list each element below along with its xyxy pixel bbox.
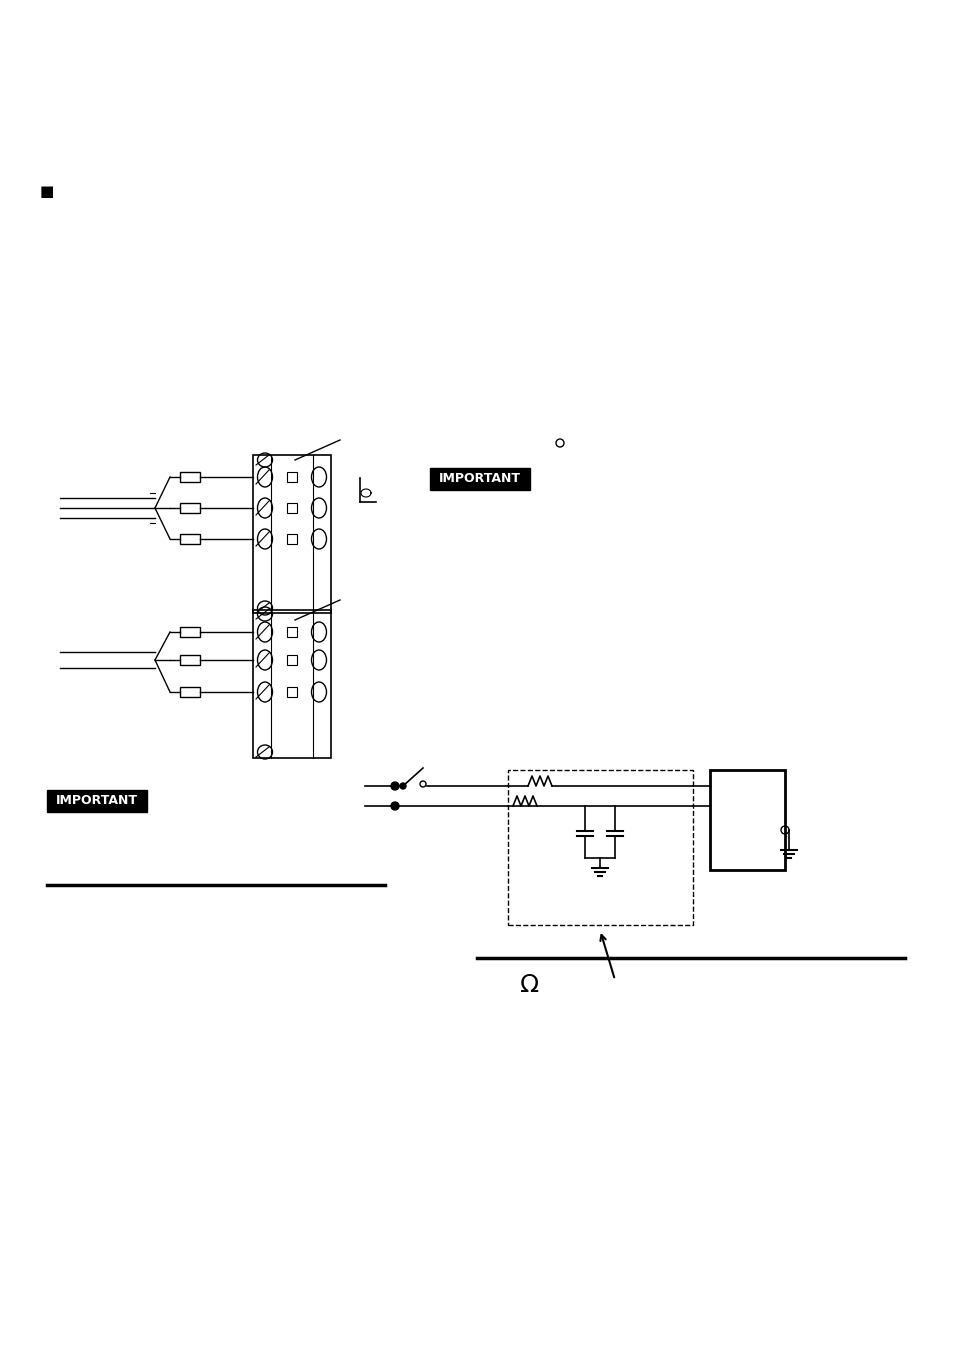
Bar	[287, 472, 296, 482]
Bar	[253, 611, 331, 759]
Bar	[180, 503, 200, 512]
Bar	[180, 655, 200, 664]
Text: Ω: Ω	[519, 972, 539, 997]
Circle shape	[399, 783, 406, 790]
Bar	[180, 627, 200, 638]
Bar	[287, 627, 296, 638]
Bar	[180, 534, 200, 543]
Bar	[287, 687, 296, 697]
Bar	[709, 769, 784, 870]
Bar	[430, 468, 530, 490]
Bar	[180, 687, 200, 697]
Bar	[47, 790, 147, 812]
Text: IMPORTANT: IMPORTANT	[438, 472, 520, 486]
Circle shape	[391, 802, 398, 810]
Text: IMPORTANT: IMPORTANT	[56, 795, 138, 807]
Bar	[287, 503, 296, 512]
Bar	[180, 472, 200, 482]
Bar	[287, 534, 296, 543]
Text: ■: ■	[40, 184, 54, 199]
Bar	[253, 455, 331, 613]
Bar	[287, 655, 296, 664]
Bar	[507, 769, 692, 925]
Circle shape	[391, 781, 398, 790]
